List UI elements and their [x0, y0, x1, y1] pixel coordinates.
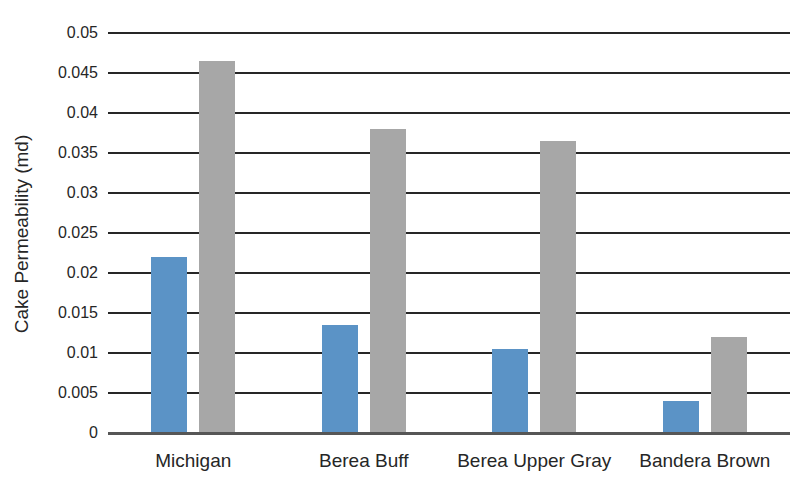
gridline [108, 32, 790, 34]
x-axis-line [108, 432, 790, 435]
y-tick-label: 0 [28, 423, 98, 443]
y-tick-label: 0.015 [28, 303, 98, 323]
bar-gray-bandera-brown [711, 337, 747, 433]
bar-gray-berea-upper-gray [540, 141, 576, 433]
y-tick-label: 0.04 [28, 103, 98, 123]
y-tick-label: 0.03 [28, 183, 98, 203]
y-tick-label: 0.025 [28, 223, 98, 243]
bar-gray-michigan [199, 61, 235, 433]
bar-blue-berea-upper-gray [492, 349, 528, 433]
bar-blue-berea-buff [322, 325, 358, 433]
bar-chart: Cake Permeability (md) 00.0050.010.0150.… [0, 0, 800, 492]
y-tick-label: 0.005 [28, 383, 98, 403]
y-tick-label: 0.02 [28, 263, 98, 283]
y-tick-label: 0.01 [28, 343, 98, 363]
x-axis-label: Bandera Brown [639, 449, 770, 473]
x-axis-label: Berea Upper Gray [457, 449, 611, 473]
bar-blue-bandera-brown [663, 401, 699, 433]
bar-blue-michigan [151, 257, 187, 433]
y-tick-label: 0.05 [28, 23, 98, 43]
y-tick-label: 0.045 [28, 63, 98, 83]
plot-area [108, 33, 790, 433]
x-axis-label: Michigan [155, 449, 231, 473]
x-axis-label: Berea Buff [319, 449, 408, 473]
bar-gray-berea-buff [370, 129, 406, 433]
y-tick-label: 0.035 [28, 143, 98, 163]
